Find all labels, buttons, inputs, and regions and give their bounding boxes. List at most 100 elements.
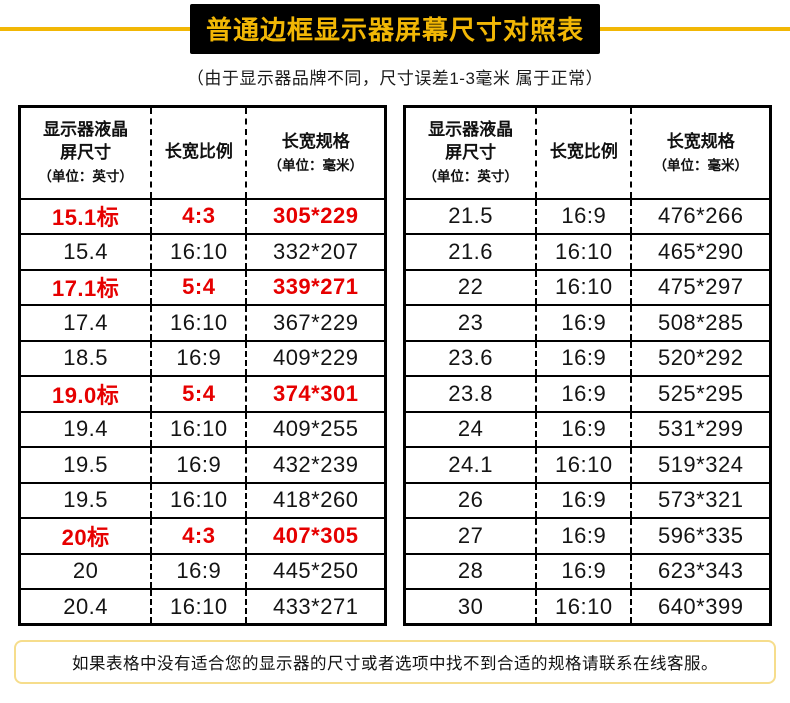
ratio-cell: 16:9 bbox=[535, 517, 633, 555]
table-row: 23 16:9 508*285 bbox=[403, 304, 772, 342]
dims-cell: 640*399 bbox=[630, 588, 772, 626]
size-cell: 24 bbox=[403, 410, 538, 448]
ratio-cell: 16:9 bbox=[535, 481, 633, 519]
size-cell: 21.6 bbox=[403, 233, 538, 271]
size-table-right: 显示器液晶 屏尺寸 （单位：英寸） 长宽比例 长宽规格 （单位：毫米） 21.5… bbox=[403, 105, 772, 626]
table-row: 19.5 16:9 432*239 bbox=[18, 446, 387, 484]
size-cell: 17.1标 bbox=[18, 268, 153, 306]
header-size-line1: 显示器液晶 bbox=[43, 120, 129, 140]
size-cell: 20 bbox=[18, 552, 153, 590]
dims-cell: 305*229 bbox=[245, 197, 387, 235]
page-title: 普通边框显示器屏幕尺寸对照表 bbox=[190, 4, 601, 54]
size-cell: 30 bbox=[403, 588, 538, 626]
ratio-cell: 4:3 bbox=[150, 517, 248, 555]
dims-cell: 525*295 bbox=[630, 375, 772, 413]
tables-container: 显示器液晶 屏尺寸 （单位：英寸） 长宽比例 长宽规格 （单位：毫米） 15.1… bbox=[0, 105, 790, 626]
header-size-column: 显示器液晶 屏尺寸 （单位：英寸） bbox=[18, 105, 153, 200]
ratio-cell: 16:9 bbox=[150, 552, 248, 590]
ratio-cell: 16:9 bbox=[535, 375, 633, 413]
header-dims-line1: 长宽规格 bbox=[281, 131, 350, 151]
ratio-cell: 16:10 bbox=[150, 588, 248, 626]
size-cell: 19.4 bbox=[18, 410, 153, 448]
ratio-cell: 16:9 bbox=[150, 446, 248, 484]
ratio-cell: 5:4 bbox=[150, 268, 248, 306]
ratio-cell: 16:10 bbox=[150, 410, 248, 448]
dims-cell: 332*207 bbox=[245, 233, 387, 271]
table-row: 28 16:9 623*343 bbox=[403, 552, 772, 590]
ratio-cell: 16:9 bbox=[535, 304, 633, 342]
header-dims-column: 长宽规格 （单位：毫米） bbox=[245, 105, 387, 200]
dims-cell: 520*292 bbox=[630, 339, 772, 377]
size-cell: 19.0标 bbox=[18, 375, 153, 413]
dims-cell: 476*266 bbox=[630, 197, 772, 235]
header-dims-column: 长宽规格 （单位：毫米） bbox=[630, 105, 772, 200]
header-size-line2: 屏尺寸 bbox=[445, 143, 497, 163]
footer-note: 如果表格中没有适合您的显示器的尺寸或者选项中找不到合适的规格请联系在线客服。 bbox=[14, 640, 776, 684]
size-cell: 15.1标 bbox=[18, 197, 153, 235]
header-dims-unit: （单位：毫米） bbox=[653, 157, 748, 173]
dims-cell: 432*239 bbox=[245, 446, 387, 484]
table-row: 15.1标 4:3 305*229 bbox=[18, 197, 387, 235]
table-row: 17.4 16:10 367*229 bbox=[18, 304, 387, 342]
header-dims-unit: （单位：毫米） bbox=[268, 157, 363, 173]
dims-cell: 409*255 bbox=[245, 410, 387, 448]
table-row: 27 16:9 596*335 bbox=[403, 517, 772, 555]
ratio-cell: 4:3 bbox=[150, 197, 248, 235]
size-cell: 19.5 bbox=[18, 481, 153, 519]
table-row: 19.5 16:10 418*260 bbox=[18, 481, 387, 519]
ratio-cell: 16:9 bbox=[535, 197, 633, 235]
table-row: 20 16:9 445*250 bbox=[18, 552, 387, 590]
size-cell: 28 bbox=[403, 552, 538, 590]
table-row: 22 16:10 475*297 bbox=[403, 268, 772, 306]
dims-cell: 519*324 bbox=[630, 446, 772, 484]
dims-cell: 596*335 bbox=[630, 517, 772, 555]
header-size-line1: 显示器液晶 bbox=[428, 120, 514, 140]
ratio-cell: 16:9 bbox=[535, 552, 633, 590]
accent-line-right bbox=[600, 27, 790, 31]
ratio-cell: 5:4 bbox=[150, 375, 248, 413]
ratio-cell: 16:10 bbox=[535, 446, 633, 484]
dims-cell: 374*301 bbox=[245, 375, 387, 413]
header-ratio-column: 长宽比例 bbox=[535, 105, 633, 200]
table-row: 17.1标 5:4 339*271 bbox=[18, 268, 387, 306]
size-cell: 23.8 bbox=[403, 375, 538, 413]
table-row: 21.6 16:10 465*290 bbox=[403, 233, 772, 271]
ratio-cell: 16:10 bbox=[150, 233, 248, 271]
size-table-left: 显示器液晶 屏尺寸 （单位：英寸） 长宽比例 长宽规格 （单位：毫米） 15.1… bbox=[18, 105, 387, 626]
ratio-cell: 16:10 bbox=[535, 233, 633, 271]
dims-cell: 573*321 bbox=[630, 481, 772, 519]
table-row: 21.5 16:9 476*266 bbox=[403, 197, 772, 235]
table-body: 15.1标 4:3 305*229 15.4 16:10 332*207 17.1标 5:4 3… bbox=[18, 197, 387, 626]
dims-cell: 465*290 bbox=[630, 233, 772, 271]
size-cell: 23.6 bbox=[403, 339, 538, 377]
size-cell: 19.5 bbox=[18, 446, 153, 484]
dims-cell: 508*285 bbox=[630, 304, 772, 342]
accent-line-left bbox=[0, 27, 190, 31]
size-cell: 23 bbox=[403, 304, 538, 342]
header-dims-line1: 长宽规格 bbox=[666, 131, 735, 151]
ratio-cell: 16:9 bbox=[150, 339, 248, 377]
table-body: 21.5 16:9 476*266 21.6 16:10 465*290 22 16:10 47… bbox=[403, 197, 772, 626]
ratio-cell: 16:9 bbox=[535, 410, 633, 448]
header-size-line2: 屏尺寸 bbox=[60, 143, 112, 163]
table-row: 15.4 16:10 332*207 bbox=[18, 233, 387, 271]
table-row: 20.4 16:10 433*271 bbox=[18, 588, 387, 626]
dims-cell: 623*343 bbox=[630, 552, 772, 590]
table-header: 显示器液晶 屏尺寸 （单位：英寸） 长宽比例 长宽规格 （单位：毫米） bbox=[403, 105, 772, 200]
table-row: 30 16:10 640*399 bbox=[403, 588, 772, 626]
table-row: 24 16:9 531*299 bbox=[403, 410, 772, 448]
subtitle: （由于显示器品牌不同，尺寸误差1-3毫米 属于正常） bbox=[186, 69, 604, 88]
dims-cell: 418*260 bbox=[245, 481, 387, 519]
size-cell: 26 bbox=[403, 481, 538, 519]
title-banner: 普通边框显示器屏幕尺寸对照表 bbox=[0, 4, 790, 54]
size-cell: 24.1 bbox=[403, 446, 538, 484]
dims-cell: 445*250 bbox=[245, 552, 387, 590]
header-ratio-label: 长宽比例 bbox=[164, 142, 233, 162]
dims-cell: 475*297 bbox=[630, 268, 772, 306]
dims-cell: 409*229 bbox=[245, 339, 387, 377]
header-size-unit: （单位：英寸） bbox=[423, 169, 518, 185]
size-cell: 18.5 bbox=[18, 339, 153, 377]
table-row: 18.5 16:9 409*229 bbox=[18, 339, 387, 377]
ratio-cell: 16:9 bbox=[535, 339, 633, 377]
